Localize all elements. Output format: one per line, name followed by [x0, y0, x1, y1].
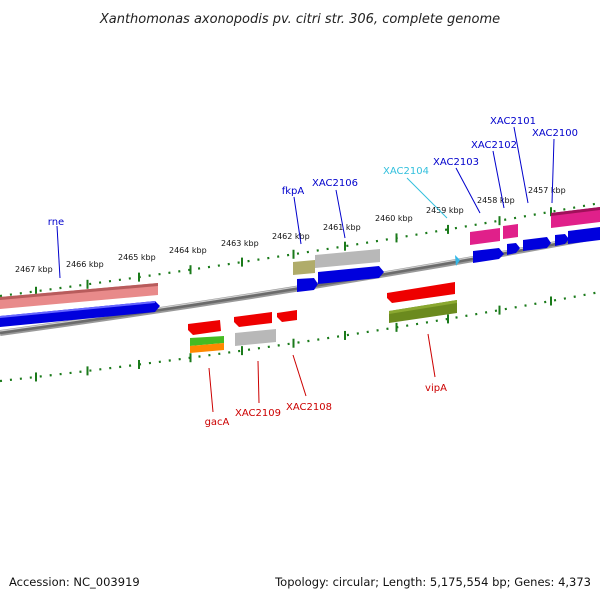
outer-tick-ring — [0, 201, 600, 298]
gene-label[interactable]: XAC2108 — [286, 402, 332, 413]
feature-edge — [551, 207, 600, 216]
gene-label[interactable]: fkpA — [282, 186, 305, 197]
gene-label[interactable]: XAC2106 — [312, 178, 358, 189]
gene-label[interactable]: rne — [48, 217, 64, 228]
gene-xac2104[interactable] — [455, 255, 460, 266]
tick-label: 2465 kbp — [118, 253, 156, 262]
gene-label[interactable]: XAC2104 — [383, 166, 429, 177]
leader-fkpa — [293, 196, 302, 245]
feature-xac2109-region[interactable] — [235, 329, 276, 346]
gene-label[interactable]: XAC2100 — [532, 128, 578, 139]
feature-fkpa-region[interactable] — [293, 260, 315, 275]
gene-xac2100[interactable] — [555, 234, 569, 246]
tick-label: 2459 kbp — [426, 206, 464, 215]
feature-edge — [389, 300, 457, 314]
leader-xac2106 — [335, 189, 346, 239]
tick-label: 2467 kbp — [15, 265, 53, 274]
feature-gaca-region-2[interactable] — [190, 343, 224, 353]
tick-label: 2461 kbp — [323, 223, 361, 232]
gene-fkpa[interactable] — [297, 278, 318, 292]
leader-xac2108 — [292, 354, 307, 397]
leader-rne — [56, 225, 61, 279]
tick-label: 2457 kbp — [528, 186, 566, 195]
feature-xac2106-region[interactable] — [315, 249, 380, 268]
tick-label: 2466 kbp — [66, 260, 104, 269]
leader-xac2103 — [455, 167, 481, 214]
gene-label[interactable]: XAC2103 — [433, 157, 479, 168]
forward-features — [0, 207, 600, 327]
gene-label[interactable]: vipA — [425, 383, 447, 394]
gene-label[interactable]: XAC2102 — [471, 140, 517, 151]
feature-edge — [0, 301, 155, 318]
gene-xac2108[interactable] — [277, 310, 297, 322]
tick-label: 2463 kbp — [221, 239, 259, 248]
leader-xac2104 — [406, 177, 448, 219]
feature-xac2103-region[interactable] — [470, 228, 500, 245]
leader-vipa — [427, 333, 436, 378]
genome-summary-text: Topology: circular; Length: 5,175,554 bp… — [274, 575, 591, 589]
leader-xac2102 — [492, 150, 505, 209]
tick-label: 2462 kbp — [272, 232, 310, 241]
gene-label[interactable]: XAC2109 — [235, 408, 281, 419]
gene-xac2102[interactable] — [507, 243, 520, 255]
leader-xac2100 — [551, 138, 555, 204]
gene-next[interactable] — [568, 227, 600, 244]
tick-label: 2458 kbp — [477, 196, 515, 205]
gene-label[interactable]: XAC2101 — [490, 116, 536, 127]
gene-rne[interactable] — [0, 301, 160, 327]
feature-xac2102-region[interactable] — [503, 224, 518, 239]
gene-gaca[interactable] — [188, 320, 221, 335]
reverse-features — [188, 282, 457, 353]
label-leaders — [56, 126, 555, 413]
tick-labels: 2467 kbp 2466 kbp 2465 kbp 2464 kbp 2463… — [15, 186, 566, 274]
gene-xac2109[interactable] — [234, 312, 272, 327]
gene-label[interactable]: gacA — [205, 417, 230, 428]
gene-vipa[interactable] — [387, 282, 455, 303]
gene-labels-top: rne fkpA XAC2106 XAC2104 XAC2103 XAC2102… — [48, 116, 578, 228]
inner-tick-ring — [0, 290, 600, 383]
feature-gaca-region[interactable] — [190, 336, 224, 346]
gene-xac2101[interactable] — [523, 237, 551, 251]
leader-xac2101 — [513, 126, 529, 204]
gene-labels-bottom: gacA XAC2109 XAC2108 vipA — [205, 383, 448, 428]
tick-label: 2460 kbp — [375, 214, 413, 223]
tick-label: 2464 kbp — [169, 246, 207, 255]
leader-xac2109 — [257, 360, 260, 404]
genome-title: Xanthomonas axonopodis pv. citri str. 30… — [99, 12, 500, 27]
gene-xac2103[interactable] — [473, 248, 504, 263]
feature-edge — [0, 283, 158, 300]
leader-gaca — [208, 367, 214, 413]
gene-xac2106[interactable] — [318, 266, 384, 284]
accession-text: Accession: NC_003919 — [9, 575, 140, 589]
